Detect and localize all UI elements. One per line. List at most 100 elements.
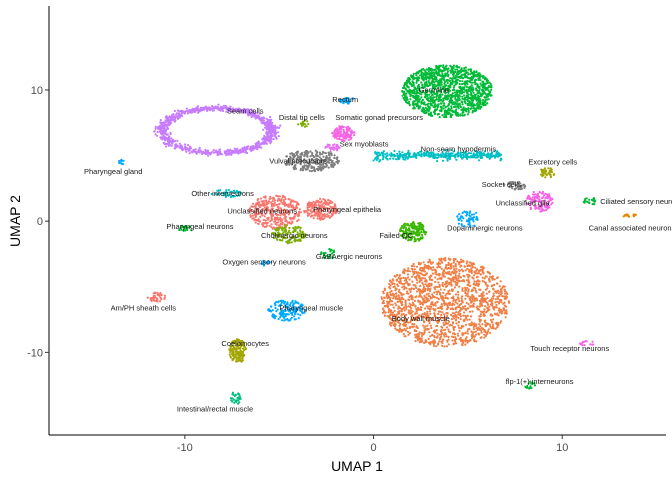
scatter-point xyxy=(405,292,409,295)
scatter-point xyxy=(426,310,429,313)
scatter-point xyxy=(463,265,466,268)
scatter-point xyxy=(402,92,405,95)
scatter-point xyxy=(428,310,431,313)
scatter-point xyxy=(486,287,489,290)
scatter-point xyxy=(397,306,400,309)
scatter-point xyxy=(166,120,169,123)
scatter-point xyxy=(382,309,386,312)
scatter-point xyxy=(484,154,487,157)
scatter-point xyxy=(382,150,385,153)
scatter-point xyxy=(430,326,433,330)
scatter-point xyxy=(409,98,412,101)
scatter-point xyxy=(442,285,445,288)
scatter-point xyxy=(415,307,418,311)
scatter-point xyxy=(480,331,483,334)
scatter-point xyxy=(335,127,338,130)
scatter-point xyxy=(168,143,171,146)
scatter-point xyxy=(488,278,491,281)
scatter-point xyxy=(412,100,415,103)
scatter-point xyxy=(427,108,431,111)
scatter-point xyxy=(451,290,454,293)
scatter-point xyxy=(233,151,236,154)
scatter-point xyxy=(256,116,259,119)
scatter-point xyxy=(481,99,485,102)
scatter-point xyxy=(250,149,253,152)
scatter-point xyxy=(498,294,501,298)
scatter-point xyxy=(483,336,486,339)
scatter-point xyxy=(492,323,495,327)
scatter-point xyxy=(376,155,379,158)
scatter-point xyxy=(493,283,496,286)
scatter-point xyxy=(465,154,468,157)
scatter-point xyxy=(395,328,398,331)
scatter-point xyxy=(421,334,424,337)
scatter-point xyxy=(433,112,436,116)
scatter-point xyxy=(461,80,464,83)
scatter-point xyxy=(397,280,401,283)
scatter-point xyxy=(438,97,441,100)
scatter-point xyxy=(465,71,468,74)
scatter-point xyxy=(474,109,478,112)
scatter-point xyxy=(435,336,439,339)
scatter-point xyxy=(463,320,466,323)
scatter-point xyxy=(476,104,479,107)
scatter-point xyxy=(417,262,420,266)
scatter-point xyxy=(426,84,429,87)
scatter-point xyxy=(466,113,470,116)
scatter-point xyxy=(437,310,441,313)
scatter-point xyxy=(457,69,461,73)
scatter-point xyxy=(433,340,436,343)
scatter-point xyxy=(497,302,501,305)
scatter-point xyxy=(505,309,508,312)
scatter-point xyxy=(441,344,444,347)
scatter-point xyxy=(432,266,435,269)
scatter-point xyxy=(436,262,439,265)
scatter-point xyxy=(244,150,248,154)
scatter-point xyxy=(446,78,449,81)
scatter-point xyxy=(451,276,454,280)
scatter-point xyxy=(497,153,500,156)
scatter-point xyxy=(424,328,427,331)
scatter-point xyxy=(440,329,443,332)
scatter-point xyxy=(461,111,464,115)
scatter-point xyxy=(476,305,479,308)
scatter-point xyxy=(550,168,553,171)
scatter-point xyxy=(264,126,267,129)
scatter-point xyxy=(475,297,478,300)
scatter-point xyxy=(435,293,438,296)
scatter-point xyxy=(406,330,410,333)
scatter-point xyxy=(471,266,474,269)
scatter-point xyxy=(455,267,458,270)
scatter-point xyxy=(421,98,425,101)
scatter-point xyxy=(440,81,443,84)
scatter-point xyxy=(475,327,478,330)
scatter-point xyxy=(470,330,473,333)
scatter-point xyxy=(455,105,458,108)
scatter-point xyxy=(392,306,395,309)
scatter-point xyxy=(461,157,464,160)
scatter-point xyxy=(165,142,168,146)
scatter-point xyxy=(437,155,440,159)
scatter-point xyxy=(496,297,500,300)
scatter-point xyxy=(394,158,398,161)
scatter-point xyxy=(387,301,390,304)
scatter-point xyxy=(330,153,333,156)
scatter-point xyxy=(469,264,472,267)
scatter-point xyxy=(176,115,179,118)
scatter-point xyxy=(324,152,327,155)
scatter-point xyxy=(428,331,431,334)
scatter-point xyxy=(427,79,430,82)
scatter-point xyxy=(181,115,184,118)
scatter-point xyxy=(478,97,481,100)
scatter-point xyxy=(452,280,455,283)
scatter-point xyxy=(470,300,473,303)
scatter-point xyxy=(396,274,399,277)
scatter-point xyxy=(330,161,333,164)
scatter-point xyxy=(401,94,404,97)
scatter-point xyxy=(479,313,482,316)
scatter-point xyxy=(277,135,280,138)
scatter-point xyxy=(251,109,254,112)
scatter-point xyxy=(273,128,276,131)
scatter-point xyxy=(539,210,542,213)
scatter-point xyxy=(433,296,436,299)
